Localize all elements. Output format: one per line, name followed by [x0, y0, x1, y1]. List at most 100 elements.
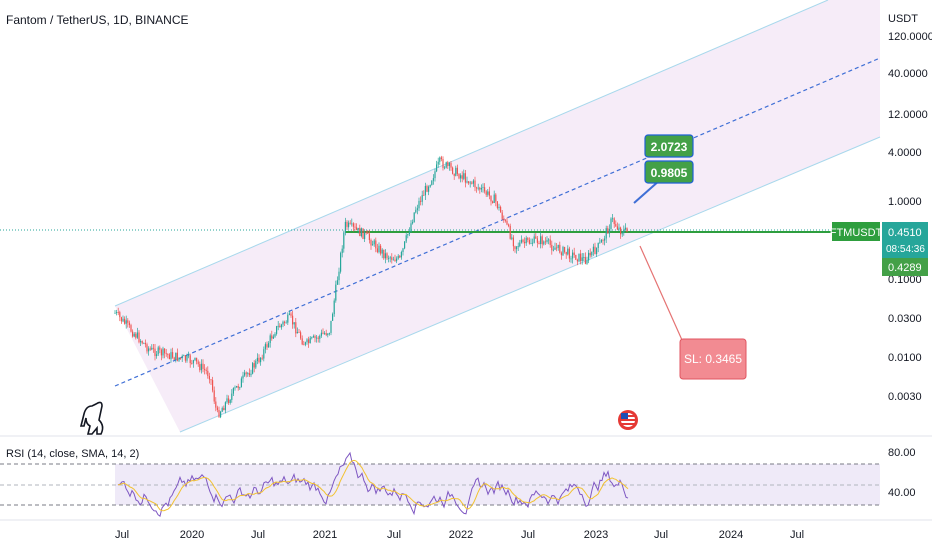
candle-body — [412, 222, 414, 224]
price-channel[interactable] — [115, 0, 880, 432]
candle-body — [327, 333, 329, 336]
candle-body — [498, 206, 500, 208]
candle-body — [224, 402, 226, 411]
candle-body — [189, 355, 191, 364]
candle-body — [525, 237, 527, 244]
candle-body — [604, 238, 606, 241]
candle-body — [167, 353, 169, 355]
candle-body — [444, 167, 446, 169]
candle-body — [312, 336, 314, 338]
candle-body — [492, 201, 494, 203]
symbol-title[interactable]: Fantom / TetherUS, 1D, BINANCE — [6, 13, 189, 27]
candle-body — [591, 251, 593, 256]
candle-body — [277, 325, 279, 327]
target-callout-2[interactable]: 0.9805 — [644, 160, 694, 184]
stop-loss-callout[interactable]: SL: 0.3465 — [679, 338, 747, 380]
candle-body — [468, 181, 470, 184]
candle-body — [474, 180, 476, 188]
target-callout-1[interactable]: 2.0723 — [644, 134, 694, 158]
candle-body — [226, 398, 228, 403]
last-price-value: 0.4510 — [888, 227, 922, 239]
time-axis[interactable]: Jul 2020 Jul 2021 Jul 2022 Jul 2023 Jul 2024 Jul — [115, 529, 804, 541]
candle-body — [228, 398, 230, 403]
candle-body — [573, 252, 575, 255]
candle-body — [138, 332, 140, 343]
candle-body — [607, 228, 609, 234]
currency-label: USDT — [888, 13, 918, 25]
candle-body — [279, 325, 281, 328]
channel-lower-line[interactable] — [179, 136, 881, 433]
candle-body — [589, 252, 591, 256]
candle-body — [581, 257, 583, 261]
candle-body — [320, 332, 322, 336]
last-price-badge[interactable]: 0.4510 08:54:36 — [882, 222, 928, 258]
candle-body — [285, 322, 287, 324]
candle-body — [618, 227, 620, 230]
candle-body — [296, 332, 298, 334]
us-flag-event-icon[interactable] — [618, 410, 638, 430]
ticker-badge[interactable]: FTMUSDT — [830, 222, 883, 241]
candle-body — [362, 228, 364, 239]
candle-body — [624, 227, 626, 230]
time-tick-label: 2021 — [313, 529, 337, 541]
candle-body — [348, 222, 350, 227]
candle-body — [394, 259, 396, 262]
candle-body — [237, 386, 239, 388]
channel-midline[interactable] — [114, 57, 881, 387]
candle-body — [391, 257, 393, 260]
candle-body — [509, 225, 511, 239]
candle-body — [536, 238, 538, 243]
candle-body — [149, 348, 151, 350]
candle-body — [479, 187, 481, 190]
candle-body — [125, 320, 127, 324]
candle-body — [588, 252, 590, 261]
target-arrow-line[interactable] — [633, 179, 661, 204]
tradingview-dinosaur-icon — [79, 401, 104, 435]
channel-upper-line[interactable] — [114, 0, 829, 307]
candle-body — [284, 321, 286, 324]
stop-loss-arrow-line[interactable] — [639, 245, 683, 341]
candle-body — [503, 218, 505, 221]
candle-body — [378, 245, 380, 253]
candle-body — [136, 332, 138, 338]
candle-body — [594, 246, 596, 255]
price-tick-label: 0.0100 — [888, 352, 922, 364]
line-price-badge[interactable]: 0.4289 — [882, 258, 928, 276]
rsi-title[interactable]: RSI (14, close, SMA, 14, 2) — [6, 448, 139, 460]
candle-body — [212, 380, 214, 391]
candle-body — [188, 355, 190, 357]
candle-body — [400, 252, 402, 258]
time-tick-label: Jul — [521, 529, 535, 541]
candle-body — [564, 246, 566, 252]
candle-body — [352, 223, 354, 227]
candle-body — [127, 320, 129, 323]
candle-body — [471, 182, 473, 184]
candle-body — [232, 388, 234, 394]
candle-body — [258, 357, 260, 363]
price-axis[interactable]: 120.0000 40.0000 12.0000 4.0000 1.0000 0.1000… — [888, 31, 932, 403]
time-tick-label: 2022 — [449, 529, 473, 541]
candle-body — [204, 368, 206, 370]
price-tick-label: 0.0030 — [888, 391, 922, 403]
candle-body — [389, 257, 391, 259]
candle-body — [500, 206, 502, 213]
candle-body — [562, 246, 564, 256]
candle-body — [128, 322, 130, 326]
candle-body — [210, 379, 212, 381]
candle-body — [247, 373, 249, 374]
candle-body — [580, 253, 582, 261]
candle-body — [440, 157, 442, 160]
candle-body — [538, 242, 540, 244]
candle-body — [117, 312, 119, 313]
candle-body — [260, 357, 262, 363]
candle-body — [516, 246, 518, 250]
candle-body — [480, 187, 482, 190]
candle-body — [256, 357, 258, 362]
candle-body — [428, 186, 430, 192]
candle-body — [517, 246, 519, 247]
candle-body — [114, 312, 116, 314]
candle-body — [466, 181, 468, 183]
rsi-ma-line[interactable] — [117, 459, 629, 512]
rsi-line[interactable] — [117, 451, 629, 518]
